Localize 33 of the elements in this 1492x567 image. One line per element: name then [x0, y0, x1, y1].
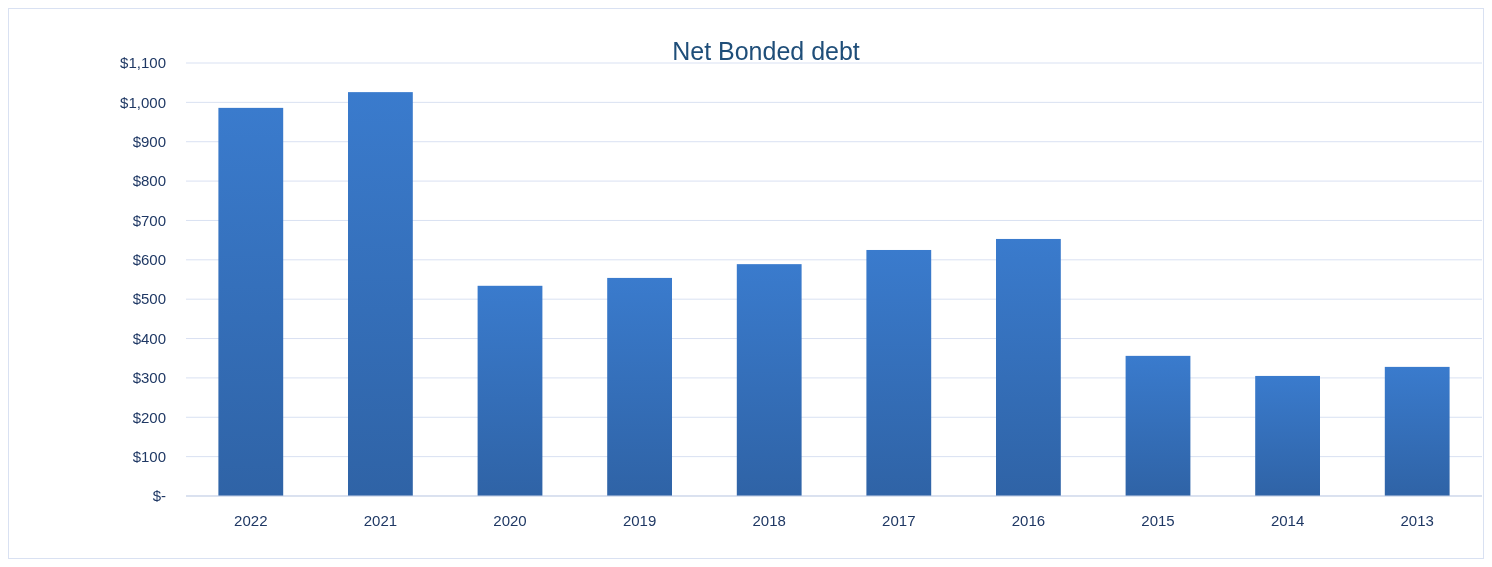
y-tick-label: $100 [132, 447, 166, 465]
y-tick-label: $500 [132, 290, 166, 308]
x-tick-label: 2017 [882, 512, 916, 529]
x-tick-label: 2018 [752, 512, 786, 529]
bar [736, 264, 802, 496]
bar [1384, 366, 1450, 496]
x-tick-label: 2021 [363, 512, 398, 529]
x-tick-label: 2014 [1270, 512, 1305, 529]
y-tick-label: $600 [132, 251, 166, 269]
x-tick-label: 2013 [1400, 512, 1434, 529]
bar [218, 107, 284, 496]
y-tick-label: $200 [132, 408, 166, 426]
bar [348, 92, 413, 496]
y-tick-label: $800 [132, 172, 166, 190]
y-tick-label: $- [152, 487, 166, 505]
bar [996, 238, 1061, 496]
bar [607, 277, 672, 496]
y-tick-label: $400 [132, 329, 166, 347]
chart-title: Net Bonded debt [672, 37, 860, 65]
y-tick-label: $1,100 [120, 54, 166, 72]
y-tick-label: $700 [132, 211, 166, 229]
x-tick-label: 2020 [493, 512, 527, 529]
bar [1255, 375, 1320, 496]
bar [1125, 355, 1191, 496]
y-tick-label: $1,000 [120, 93, 166, 111]
y-tick-label: $300 [132, 369, 166, 387]
bar [477, 285, 543, 496]
bar [866, 249, 932, 496]
y-tick-label: $900 [132, 132, 166, 150]
x-tick-label: 2015 [1141, 512, 1175, 529]
x-tick-label: 2019 [622, 512, 657, 529]
x-tick-label: 2016 [1011, 512, 1046, 529]
x-tick-label: 2022 [234, 512, 268, 529]
